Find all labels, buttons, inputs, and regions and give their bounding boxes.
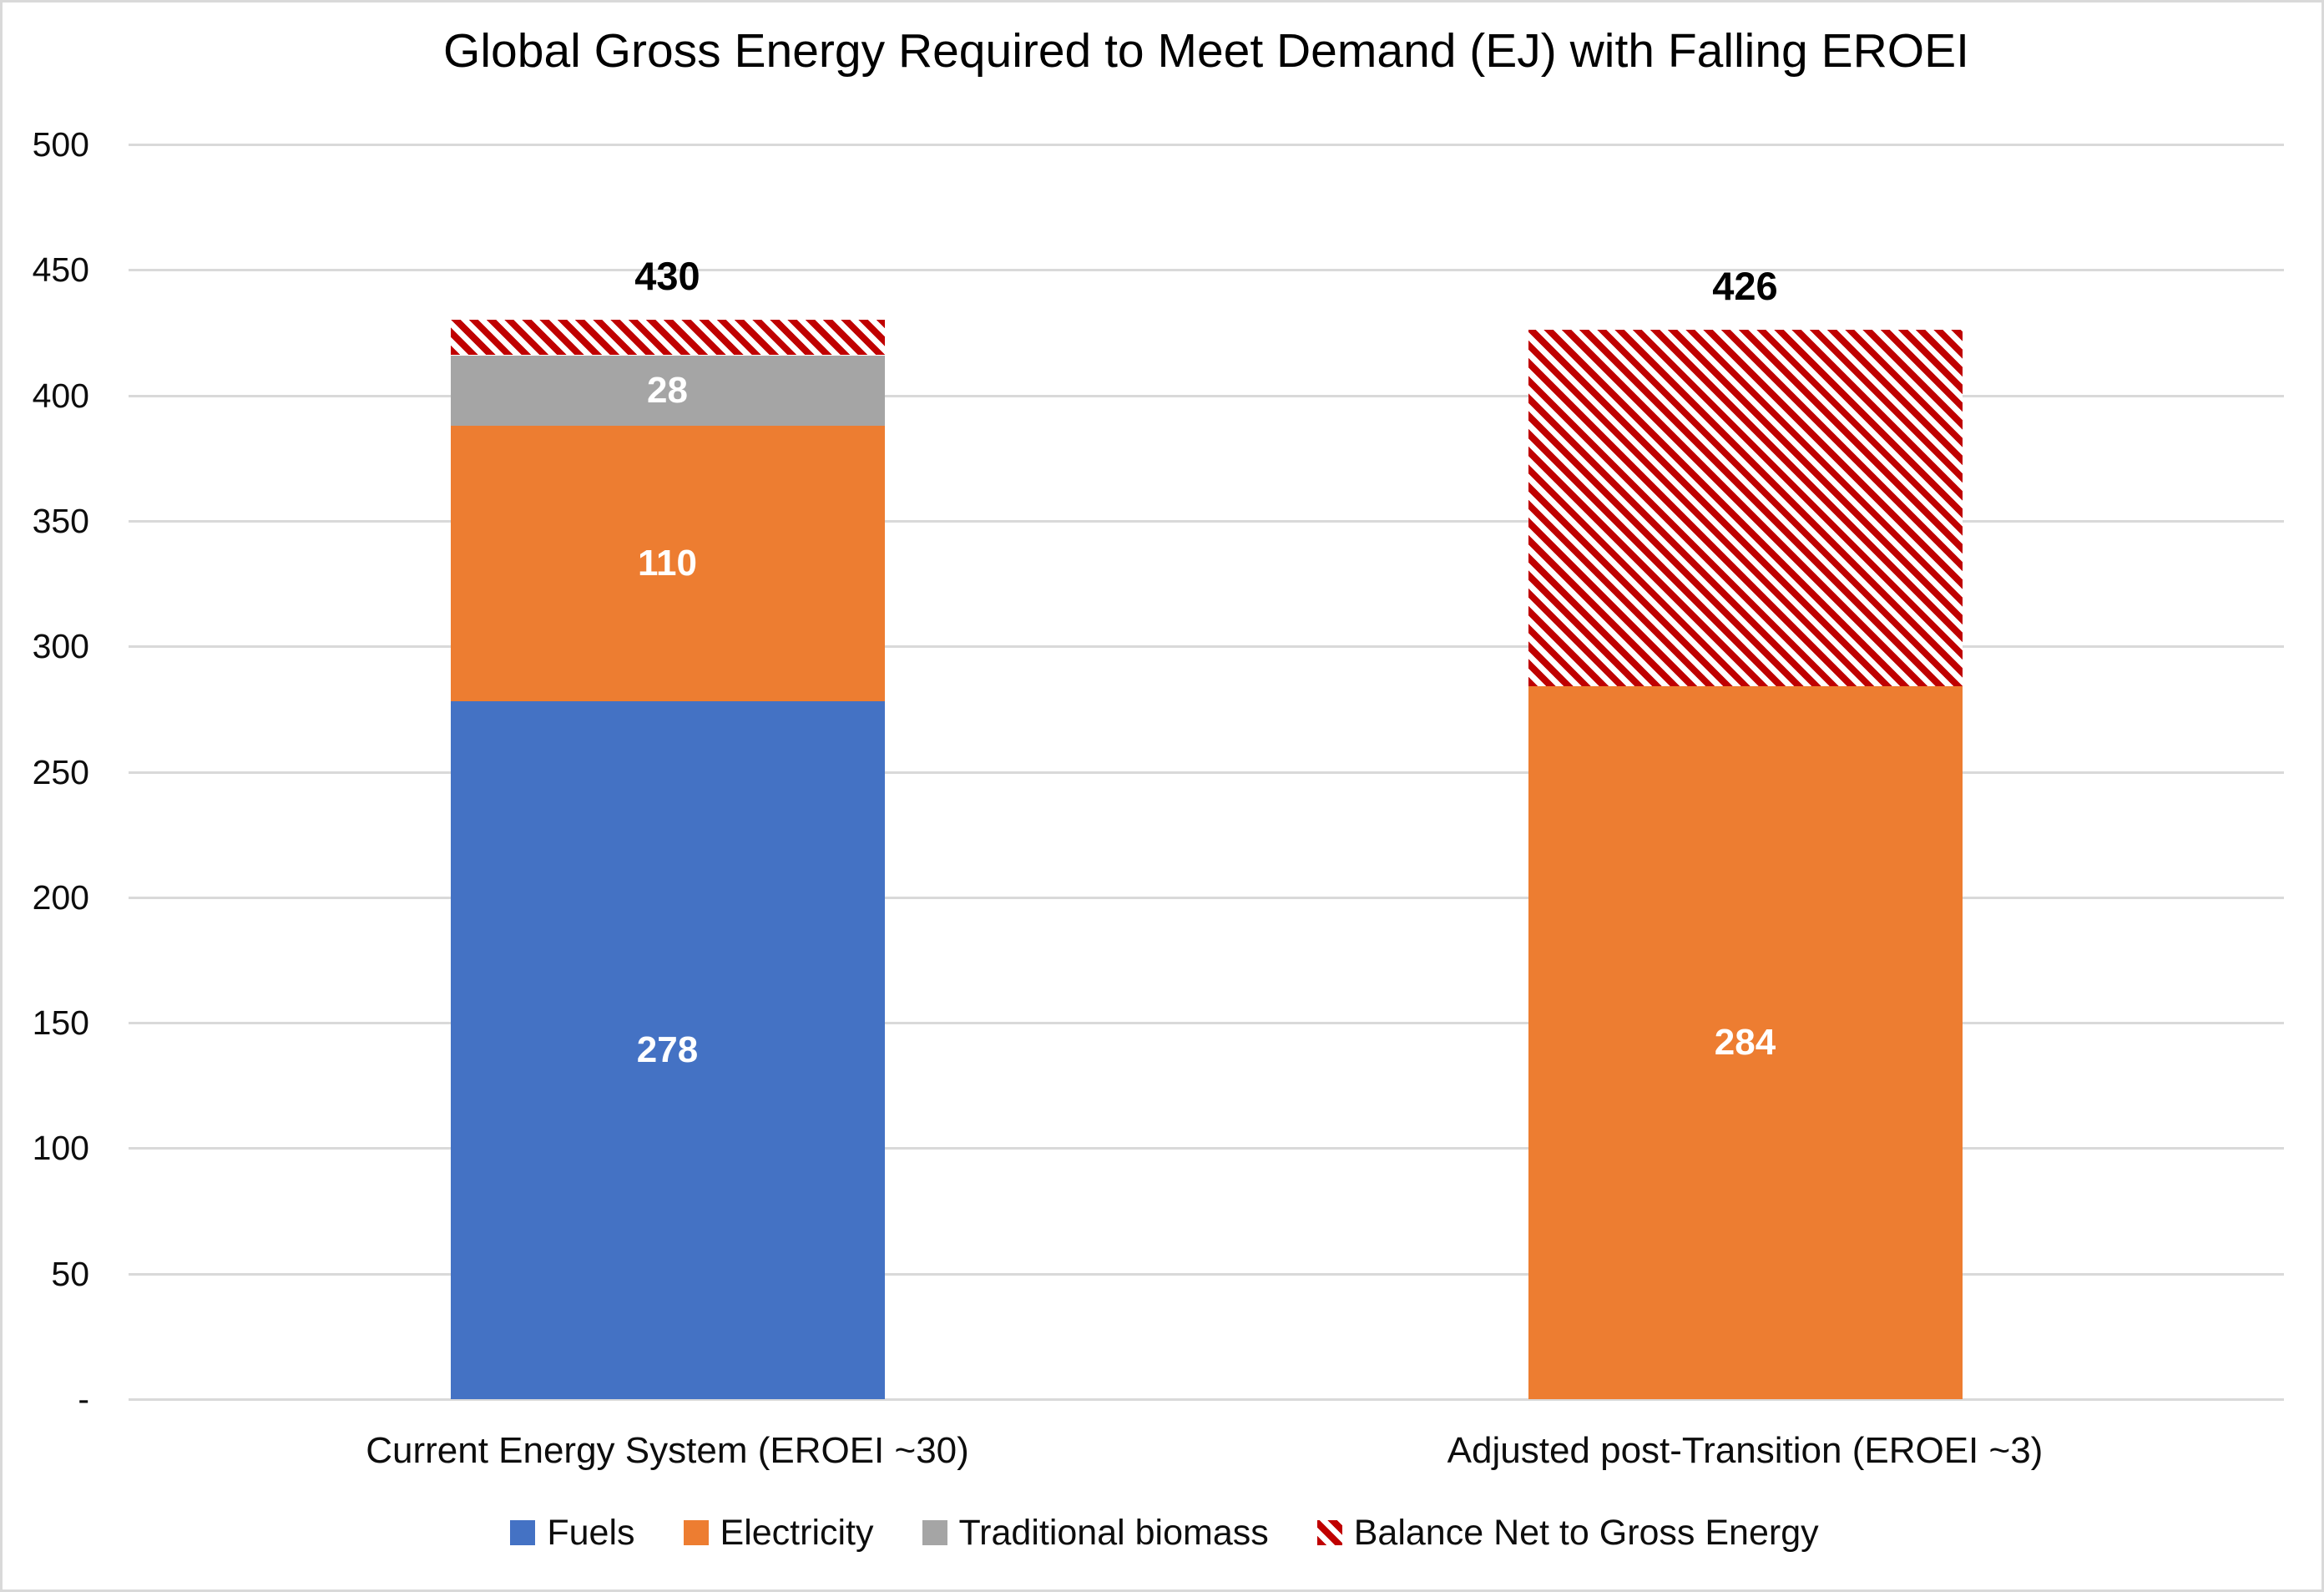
gridline-300 [129,645,2284,649]
data-label: 28 [647,369,688,411]
x-axis-category-label: Current Energy System (EROEI ~30) [366,1430,969,1471]
legend-item-traditional-biomass: Traditional biomass [922,1513,1269,1554]
x-axis-category-label: Adjusted post-Transition (EROEI ~3) [1447,1430,2044,1471]
bar-segment-traditional-biomass [450,355,885,426]
gridline-450 [129,269,2284,272]
gridline-250 [129,771,2284,774]
legend-item-electricity: Electricity [683,1512,874,1554]
gridline-0 [129,1398,2284,1401]
total-label: 430 [634,254,700,299]
bar-segment-balance-net-to-gross-energy [450,320,885,356]
legend-swatch-icon [1316,1520,1342,1545]
gridline-500 [129,144,2284,146]
y-axis-tick-450: 450 [32,250,89,290]
legend-label: Balance Net to Gross Energy [1353,1512,1819,1553]
legend-label: Electricity [720,1512,874,1553]
y-axis-tick-150: 150 [32,1003,89,1043]
data-label: 278 [636,1029,699,1071]
y-axis-tick-500: 500 [32,125,89,164]
data-label: 284 [1714,1022,1776,1064]
y-axis-tick-50: 50 [51,1254,89,1293]
y-axis-tick-200: 200 [32,877,89,917]
legend-swatch-icon [922,1520,947,1545]
total-label: 426 [1712,264,1778,309]
gridline-350 [129,519,2284,523]
gridline-200 [129,896,2284,899]
y-axis-tick-400: 400 [32,376,89,415]
legend-label: Fuels [547,1512,635,1553]
y-axis-tick-350: 350 [32,501,89,540]
data-label: 110 [638,543,697,584]
y-axis-tick-300: 300 [32,627,89,666]
bar-segment-electricity [1528,686,1963,1399]
bar-segment-electricity [450,425,885,702]
legend-label: Traditional biomass [958,1512,1269,1553]
legend-swatch-icon [683,1520,709,1545]
legend-item-balance-net-to-gross-energy: Balance Net to Gross Energy [1316,1512,1819,1554]
gridline-50 [129,1272,2284,1276]
gridline-400 [129,394,2284,397]
bar-segment-fuels [450,701,885,1399]
gridline-100 [129,1147,2284,1150]
bar-segment-balance-net-to-gross-energy [1528,330,1963,687]
y-axis-tick-250: 250 [32,752,89,791]
gridline-150 [129,1022,2284,1025]
legend-item-fuels: Fuels [510,1512,635,1554]
chart-title: Global Gross Energy Required to Meet Dem… [443,24,1969,78]
legend-swatch-icon [510,1520,536,1545]
y-axis-tick-0: - [78,1380,89,1418]
y-axis-tick-100: 100 [32,1129,89,1168]
legend: Fuels Electricity Traditional biomass Balan… [3,1508,2321,1558]
